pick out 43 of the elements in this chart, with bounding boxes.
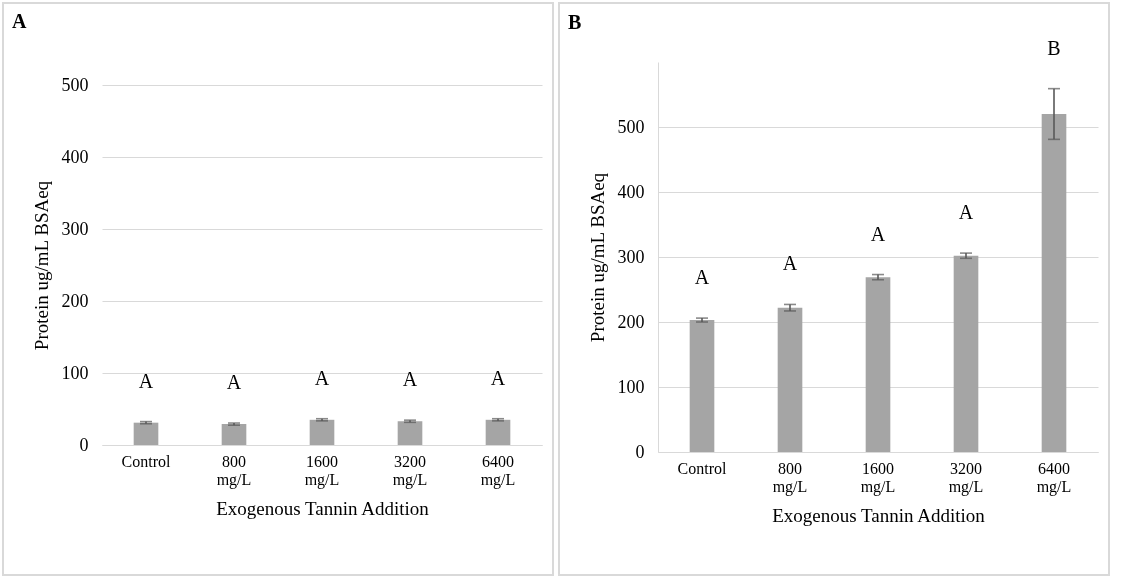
x-tick-label: 3200 mg/L (948, 459, 984, 496)
y-tick-label: 0 (635, 441, 645, 462)
y-tick-label: 100 (61, 362, 89, 383)
y-tick-label: 200 (617, 311, 645, 332)
annotation: A (694, 266, 710, 289)
annotation: A (314, 366, 330, 389)
y-tick-label: 400 (61, 146, 89, 167)
x-axis-title: Exogenous Tannin Addition (772, 504, 986, 526)
x-tick-label: 6400 mg/L (1036, 459, 1072, 496)
y-tick-label: 0 (79, 434, 89, 455)
x-tick-label: 3200 mg/L (392, 452, 428, 489)
annotation: A (490, 366, 506, 389)
x-tick-label: Control (121, 452, 171, 470)
chart-title: B (568, 10, 582, 33)
bar (1041, 114, 1067, 452)
annotation: A (402, 368, 418, 391)
x-tick-label: 1600 mg/L (860, 459, 896, 496)
bar (689, 320, 715, 452)
x-tick-label: 1600 mg/L (304, 452, 340, 489)
y-axis-title: Protein ug/mL BSAeq (586, 172, 608, 343)
y-tick-label: 200 (61, 290, 89, 311)
annotation: A (226, 371, 242, 394)
annotation: A (958, 201, 974, 224)
x-tick-label: 800 mg/L (772, 459, 808, 496)
y-axis-title: Protein ug/mL BSAeq (30, 180, 52, 351)
x-tick-label: 800 mg/L (216, 452, 252, 489)
chart-title: A (12, 10, 27, 32)
bar (953, 255, 979, 452)
y-tick-label: 500 (61, 74, 89, 95)
annotation: A (782, 252, 798, 275)
y-tick-label: 100 (617, 376, 645, 397)
y-tick-label: 300 (617, 246, 645, 267)
bar (865, 277, 891, 452)
annotation: A (138, 369, 154, 392)
bar (777, 307, 803, 452)
x-axis-title: Exogenous Tannin Addition (216, 497, 430, 519)
y-tick-label: 400 (617, 181, 645, 202)
x-tick-label: 6400 mg/L (480, 452, 516, 489)
text: B (1047, 36, 1061, 59)
x-tick-label: Control (677, 459, 727, 477)
y-tick-label: 500 (617, 116, 645, 137)
y-tick-label: 300 (61, 218, 89, 239)
annotation: A (870, 222, 886, 245)
